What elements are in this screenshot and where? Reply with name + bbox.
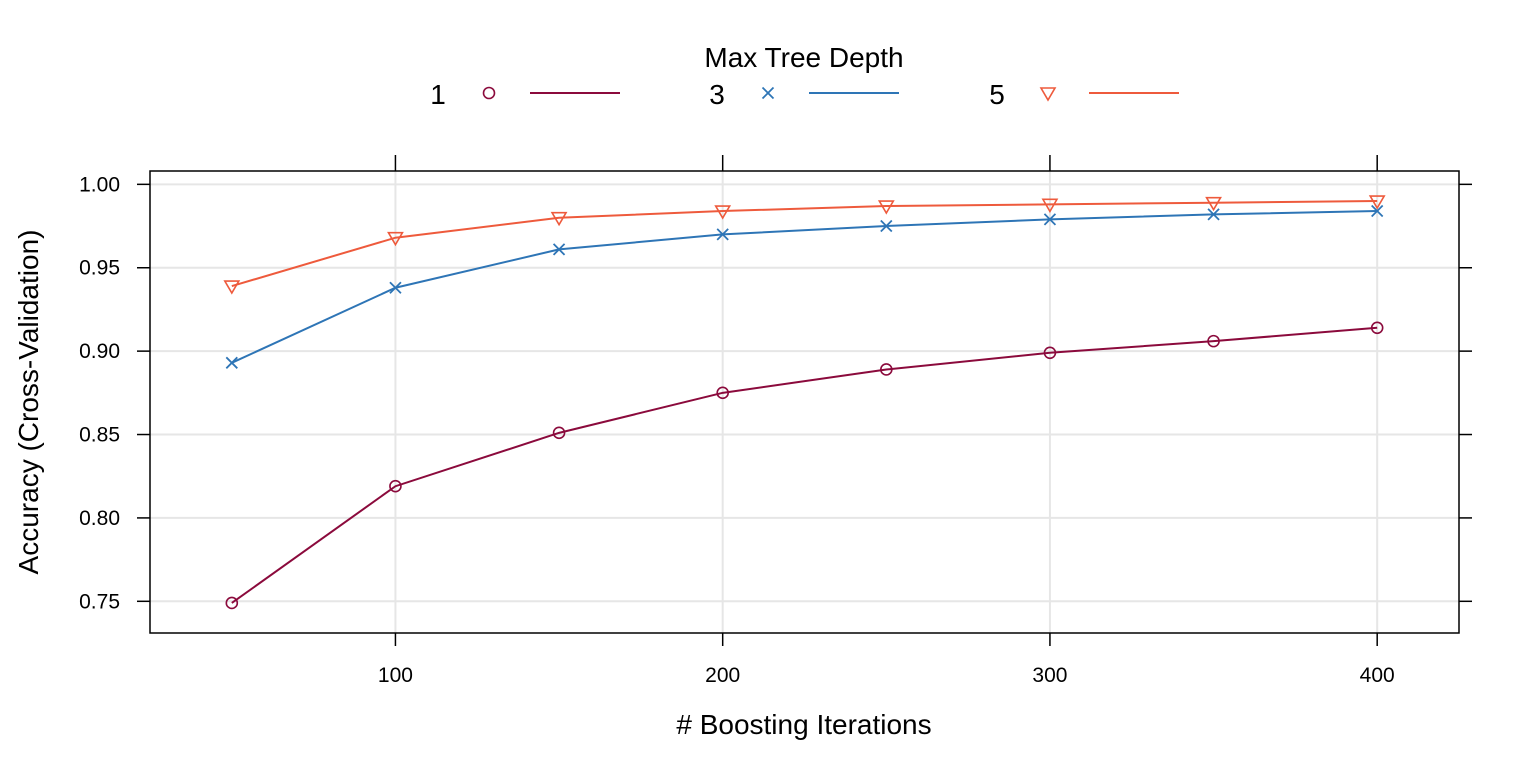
x-axis-label: # Boosting Iterations <box>676 709 931 740</box>
legend: Max Tree Depth 1 3 5 <box>430 42 1179 110</box>
data-point <box>550 211 568 227</box>
x-tick-label: 300 <box>1032 664 1067 687</box>
data-point <box>714 205 732 220</box>
legend-item-3: 3 <box>709 79 899 110</box>
grid-lines <box>150 171 1459 633</box>
data-point <box>880 219 893 233</box>
data-point <box>1043 346 1057 360</box>
data-point <box>1368 195 1386 210</box>
plot-frame <box>149 170 1460 634</box>
legend-item-1: 1 <box>430 79 620 110</box>
legend-marker <box>1039 87 1057 102</box>
series-5 <box>223 195 1386 295</box>
data-point <box>716 228 729 241</box>
data-point <box>389 281 402 294</box>
marker-stroke <box>552 243 566 256</box>
data-point <box>1043 213 1057 226</box>
legend-label: 3 <box>709 79 725 110</box>
y-tick-label: 0.95 <box>79 257 120 280</box>
data-point <box>1370 321 1384 335</box>
marker-stroke <box>761 86 775 100</box>
data-point <box>1205 196 1222 212</box>
series-1 <box>225 321 1384 610</box>
marker-stroke <box>1207 208 1220 221</box>
series-line <box>231 326 1378 604</box>
marker-stroke <box>880 219 893 233</box>
marker-stroke <box>1043 213 1057 226</box>
legend-items: 1 3 5 <box>430 79 1179 110</box>
data-point <box>387 231 404 247</box>
data-point <box>1041 198 1059 213</box>
y-tick-label: 0.85 <box>79 424 120 447</box>
data-point <box>1207 208 1220 221</box>
data-point <box>223 280 241 295</box>
y-tick-label: 0.90 <box>79 340 120 363</box>
series-layer <box>223 195 1386 610</box>
legend-label: 1 <box>430 79 446 110</box>
x-tick-label: 100 <box>378 664 413 687</box>
series-3 <box>225 204 1384 369</box>
axes: 0.75 0.80 0.85 0.90 0.95 1.00 100 200 300 400 <box>79 155 1472 687</box>
x-tick-label: 400 <box>1360 664 1395 687</box>
data-point <box>1207 334 1220 348</box>
legend-label: 5 <box>989 79 1005 110</box>
marker-stroke <box>716 228 729 241</box>
legend-marker <box>761 86 775 100</box>
data-point <box>225 596 239 610</box>
data-point <box>552 426 566 440</box>
y-tick-label: 0.75 <box>79 590 120 613</box>
y-axis-label: Accuracy (Cross-Validation) <box>13 230 44 575</box>
y-tick-label: 0.80 <box>79 507 120 530</box>
data-point <box>880 363 893 376</box>
legend-item-5: 5 <box>989 79 1179 110</box>
marker-stroke <box>389 281 402 294</box>
data-point <box>1371 204 1384 218</box>
data-point <box>389 479 402 493</box>
y-tick-label: 1.00 <box>79 173 120 196</box>
x-tick-label: 200 <box>705 664 740 687</box>
legend-marker <box>482 86 496 100</box>
data-point <box>552 243 566 256</box>
marker-stroke <box>1371 204 1384 218</box>
legend-title: Max Tree Depth <box>704 42 903 73</box>
marker-stroke <box>225 356 238 369</box>
data-point <box>716 386 729 400</box>
series-line <box>231 210 1378 364</box>
data-point <box>225 356 238 369</box>
series-line <box>231 200 1378 288</box>
data-point <box>877 200 895 215</box>
